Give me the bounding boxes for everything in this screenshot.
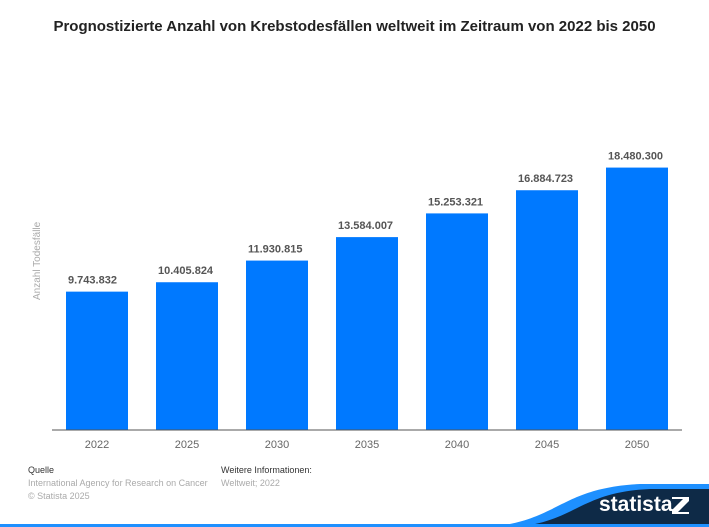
bar-2040[interactable] (426, 213, 488, 430)
value-label-2022: 9.743.832 (68, 275, 117, 287)
info-heading: Weitere Informationen: (221, 465, 312, 475)
value-label-2035: 13.584.007 (338, 220, 393, 232)
x-tick-label-2045: 2045 (535, 439, 559, 451)
value-label-2045: 16.884.723 (518, 173, 573, 185)
x-tick-label-2030: 2030 (265, 439, 289, 451)
brand-bottom-line (0, 524, 709, 527)
x-tick-label-2040: 2040 (445, 439, 469, 451)
chart-title: Prognostizierte Anzahl von Krebstodesfäl… (53, 18, 656, 35)
bars-group (66, 167, 668, 430)
x-tick-label-2035: 2035 (355, 439, 379, 451)
bar-2050[interactable] (606, 167, 668, 430)
bar-2030[interactable] (246, 260, 308, 430)
value-label-2040: 15.253.321 (428, 196, 483, 208)
y-axis-label: Anzahl Todesfälle (32, 221, 43, 300)
info-text: Weltweit; 2022 (221, 478, 280, 488)
source-block: Quelle International Agency for Research… (28, 464, 208, 503)
bar-2022[interactable] (66, 291, 128, 430)
bar-2045[interactable] (516, 190, 578, 430)
value-label-2050: 18.480.300 (608, 151, 663, 163)
value-labels-group: 9.743.832 10.405.824 11.930.815 13.584.007 1… (68, 151, 663, 287)
value-label-2030: 11.930.815 (248, 244, 302, 256)
value-label-2025: 10.405.824 (158, 265, 214, 277)
x-tick-label-2022: 2022 (85, 439, 109, 451)
copyright-text: © Statista 2025 (28, 491, 90, 501)
bar-2035[interactable] (336, 237, 398, 430)
brand-wave-dark (515, 489, 709, 527)
source-heading: Quelle (28, 465, 55, 475)
x-tick-labels-group: 2022 2025 2030 2035 2040 2045 2050 (85, 439, 649, 451)
info-block: Weitere Informationen: Weltweit; 2022 (221, 464, 312, 490)
source-text[interactable]: International Agency for Research on Can… (28, 478, 208, 488)
statista-logo-icon (672, 497, 689, 514)
x-tick-label-2050: 2050 (625, 439, 649, 451)
x-tick-label-2025: 2025 (175, 439, 199, 451)
statista-logo[interactable]: statista (599, 493, 673, 516)
bar-2025[interactable] (156, 282, 218, 430)
